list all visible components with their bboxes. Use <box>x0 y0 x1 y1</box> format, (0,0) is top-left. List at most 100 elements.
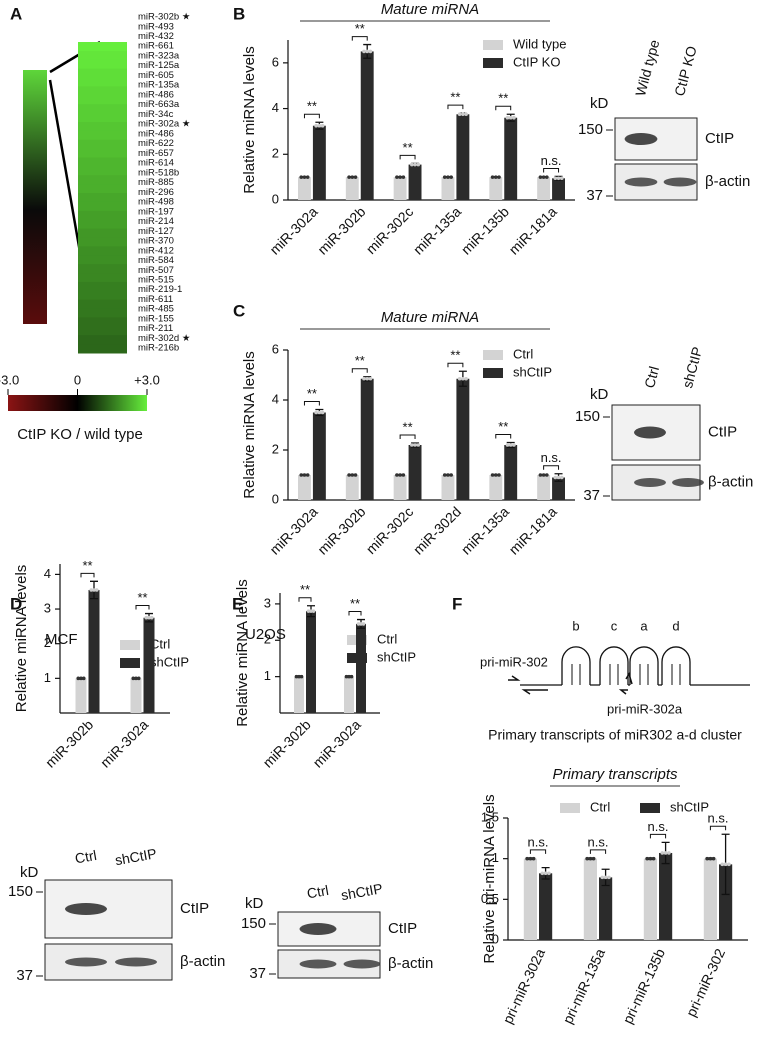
replicate-dot <box>559 176 564 181</box>
bar <box>393 475 407 500</box>
row-label: miR-127 <box>138 226 174 237</box>
y-tick-label: 2 <box>272 146 279 161</box>
replicate-dot <box>416 443 421 447</box>
x-tick-label: miR-135b <box>458 203 512 257</box>
significance-label: ** <box>355 21 365 36</box>
replicate-dot <box>497 473 501 477</box>
heatmap-cell <box>78 201 127 212</box>
colorbar-caption: CtIP KO / wild type <box>17 426 143 443</box>
row-label: miR-498 <box>138 197 174 208</box>
bar <box>456 378 470 500</box>
x-tick-label: miR-302c <box>363 203 417 257</box>
heatmap-cell <box>78 104 127 114</box>
y-tick-label: 2 <box>44 635 51 650</box>
replicate-dot <box>413 162 417 167</box>
replicate-dot <box>607 875 611 880</box>
bar <box>504 445 518 500</box>
replicate-dot <box>81 676 86 681</box>
panel-label: D <box>10 594 22 613</box>
chart-title: Primary transcripts <box>552 766 678 783</box>
replicate-dot <box>531 856 536 861</box>
replicate-dot <box>667 851 671 855</box>
kd-unit: kD <box>245 895 264 912</box>
row-label: miR-34c <box>138 109 174 120</box>
row-label: miR-486 <box>138 128 174 139</box>
bar <box>537 475 551 500</box>
band-label: β-actin <box>388 955 433 972</box>
replicate-dot <box>449 175 453 179</box>
bar <box>719 864 733 940</box>
band <box>65 903 107 915</box>
significance-label: ** <box>350 596 360 611</box>
row-label: miR-432 <box>138 31 174 42</box>
x-tick-label: miR-302a <box>266 503 320 557</box>
band <box>634 478 666 487</box>
replicate-dot <box>416 162 421 167</box>
significance-bracket <box>135 605 150 610</box>
replicate-dot <box>711 856 716 861</box>
bar <box>643 858 657 940</box>
replicate-dot <box>320 123 325 128</box>
legend-label: shCtIP <box>150 654 189 669</box>
colorbar-tick-label: -3.0 <box>0 372 19 387</box>
y-tick-label: 4 <box>44 566 51 581</box>
replicate-dot <box>540 871 545 876</box>
x-tick-label: miR-302a <box>310 716 364 770</box>
y-tick-label: 3 <box>44 600 51 615</box>
heatmap-cell <box>78 237 127 247</box>
band-label: CtIP <box>180 900 209 917</box>
band <box>299 959 337 969</box>
replicate-dot <box>350 473 355 477</box>
y-tick-label: 1 <box>492 850 499 865</box>
replicate-dot <box>79 676 83 681</box>
replicate-dot <box>457 376 462 381</box>
y-tick-label: 0 <box>272 191 279 206</box>
x-tick-label: miR-181a <box>506 503 560 557</box>
significance-bracket <box>303 113 320 119</box>
y-axis-label: Relative miRNA levels <box>241 46 258 194</box>
significance-bracket <box>543 167 560 173</box>
band <box>663 177 697 187</box>
replicate-dot <box>556 475 561 480</box>
significance-label: ** <box>355 353 365 368</box>
marker-label: 150 <box>8 883 33 900</box>
marker-label: 37 <box>586 187 603 204</box>
bar <box>298 475 311 500</box>
significance-bracket <box>495 434 512 439</box>
heatmap-cell <box>78 299 127 310</box>
bar <box>552 477 565 500</box>
kd-unit: kD <box>590 95 609 112</box>
significance-bracket <box>399 154 416 160</box>
legend-label: Wild type <box>513 36 566 51</box>
lane-label: shCtIP <box>114 845 158 868</box>
significance-label: ** <box>403 419 413 434</box>
heatmap-cell <box>78 281 127 292</box>
chart-title: Mature miRNA <box>381 1 479 18</box>
heatmap-cell <box>78 228 127 238</box>
replicate-dot <box>311 609 316 613</box>
hairpin <box>599 646 629 685</box>
replicate-dot <box>297 674 301 679</box>
legend-swatch <box>483 368 503 378</box>
row-label: miR-657 <box>138 148 174 159</box>
row-label: miR-614 <box>138 158 174 169</box>
significance-bracket <box>543 465 560 470</box>
x-tick-label: miR-302b <box>314 503 368 557</box>
replicate-dot <box>461 376 465 381</box>
replicate-dot <box>442 175 447 179</box>
lane-label: shCtIP <box>340 880 384 903</box>
primer-arrow <box>625 672 633 685</box>
marker-label: 37 <box>249 965 266 982</box>
replicate-dot <box>147 615 151 620</box>
replicate-dot <box>305 175 310 179</box>
x-tick-label: miR-302a <box>266 203 320 257</box>
heatmap-cell <box>78 290 127 301</box>
significance-label: ** <box>498 91 508 106</box>
replicate-dot <box>651 856 656 861</box>
replicate-dot <box>585 856 589 861</box>
replicate-dot <box>350 175 355 179</box>
x-tick-label: pri-miR-135b <box>619 946 668 1026</box>
significance-label: ** <box>307 99 317 114</box>
replicate-dot <box>294 674 299 679</box>
